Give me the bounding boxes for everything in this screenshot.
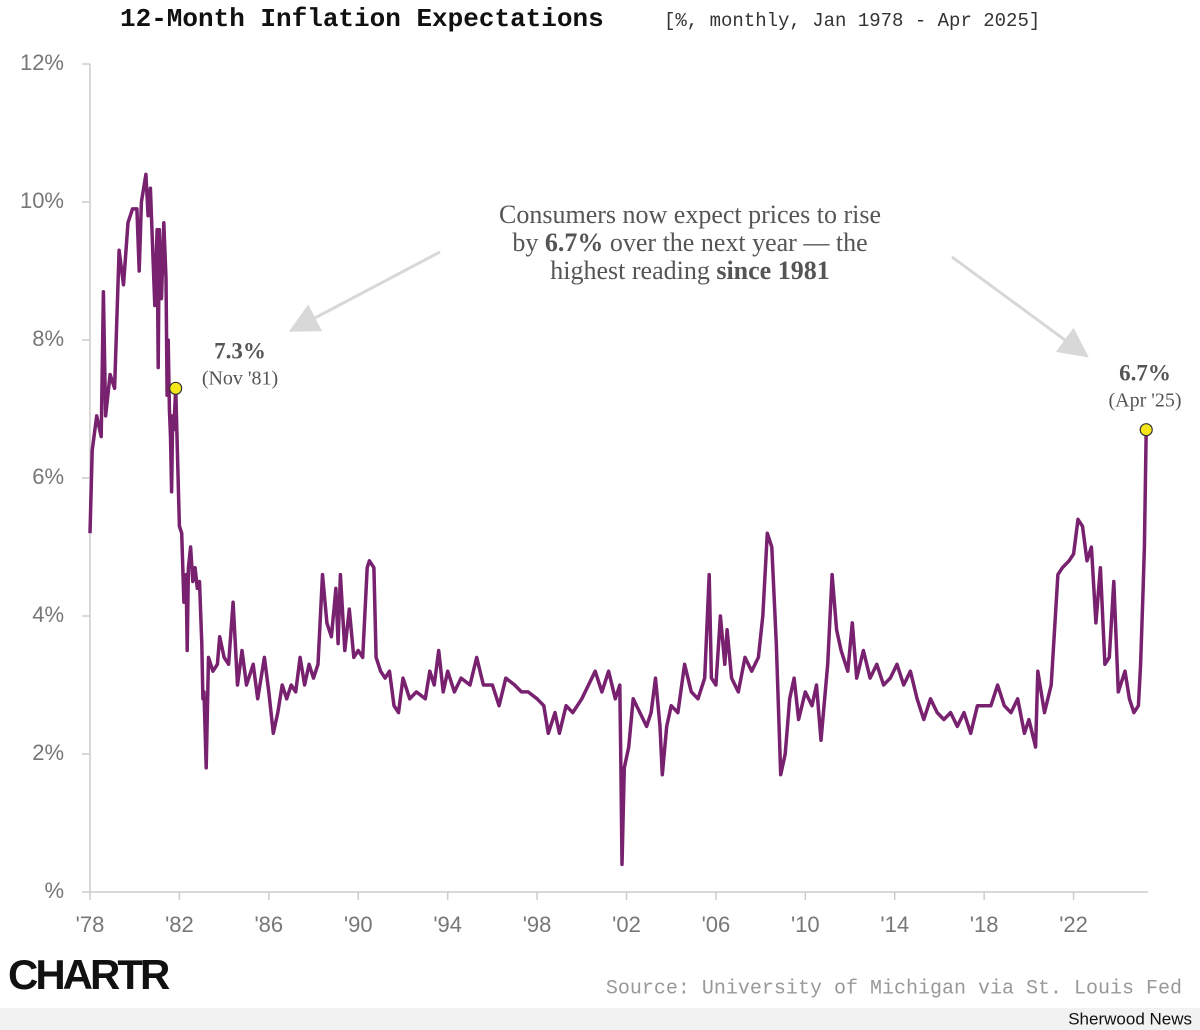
annotation-text: over the next year — the bbox=[603, 228, 867, 257]
arrow bbox=[951, 255, 1089, 358]
x-tick-label: '78 bbox=[76, 912, 105, 937]
x-tick-label: '90 bbox=[344, 912, 373, 937]
annotation-text: 6.7% bbox=[545, 228, 604, 257]
chart-title: 12-Month Inflation Expectations bbox=[120, 4, 604, 34]
annotation-line: highest reading since 1981 bbox=[550, 256, 829, 285]
arrow bbox=[288, 250, 441, 332]
y-tick-label: 2% bbox=[32, 740, 64, 765]
highlight-point bbox=[1139, 423, 1153, 437]
y-tick-label: % bbox=[44, 878, 64, 903]
highlight-date: (Apr '25) bbox=[1108, 390, 1181, 412]
x-tick-label: '82 bbox=[165, 912, 194, 937]
annotation-line: by 6.7% over the next year — the bbox=[512, 228, 867, 257]
annotation-text: Consumers now expect prices to rise bbox=[499, 200, 881, 229]
x-tick-label: '18 bbox=[970, 912, 999, 937]
brand-logo: CHARTR bbox=[8, 951, 170, 998]
annotation-text: by bbox=[512, 228, 545, 257]
chart-subtitle: [%, monthly, Jan 1978 - Apr 2025] bbox=[664, 10, 1040, 32]
highlight-point bbox=[169, 381, 183, 395]
highlight-value: 6.7% bbox=[1119, 360, 1171, 385]
annotation-text: since 1981 bbox=[716, 256, 829, 285]
y-tick-label: 12% bbox=[20, 50, 64, 75]
x-tick-label: '02 bbox=[612, 912, 641, 937]
y-tick-label: 10% bbox=[20, 188, 64, 213]
x-tick-label: '14 bbox=[880, 912, 909, 937]
y-tick-label: 8% bbox=[32, 326, 64, 351]
x-tick-label: '98 bbox=[523, 912, 552, 937]
x-tick-label: '06 bbox=[702, 912, 731, 937]
x-tick-label: '86 bbox=[254, 912, 283, 937]
y-tick-label: 4% bbox=[32, 602, 64, 627]
source: Source: University of Michigan via St. L… bbox=[606, 977, 1182, 1000]
annotation-line: Consumers now expect prices to rise bbox=[499, 200, 881, 229]
highlight-date: (Nov '81) bbox=[202, 368, 278, 390]
x-tick-label: '10 bbox=[791, 912, 820, 937]
publisher: Sherwood News bbox=[1068, 1009, 1192, 1028]
annotation-text: highest reading bbox=[550, 256, 716, 285]
x-tick-label: '22 bbox=[1059, 912, 1088, 937]
x-tick-label: '94 bbox=[433, 912, 462, 937]
footer-bar bbox=[0, 1008, 1200, 1030]
y-tick-label: 6% bbox=[32, 464, 64, 489]
highlight-value: 7.3% bbox=[214, 338, 266, 363]
line-series bbox=[88, 172, 1148, 867]
